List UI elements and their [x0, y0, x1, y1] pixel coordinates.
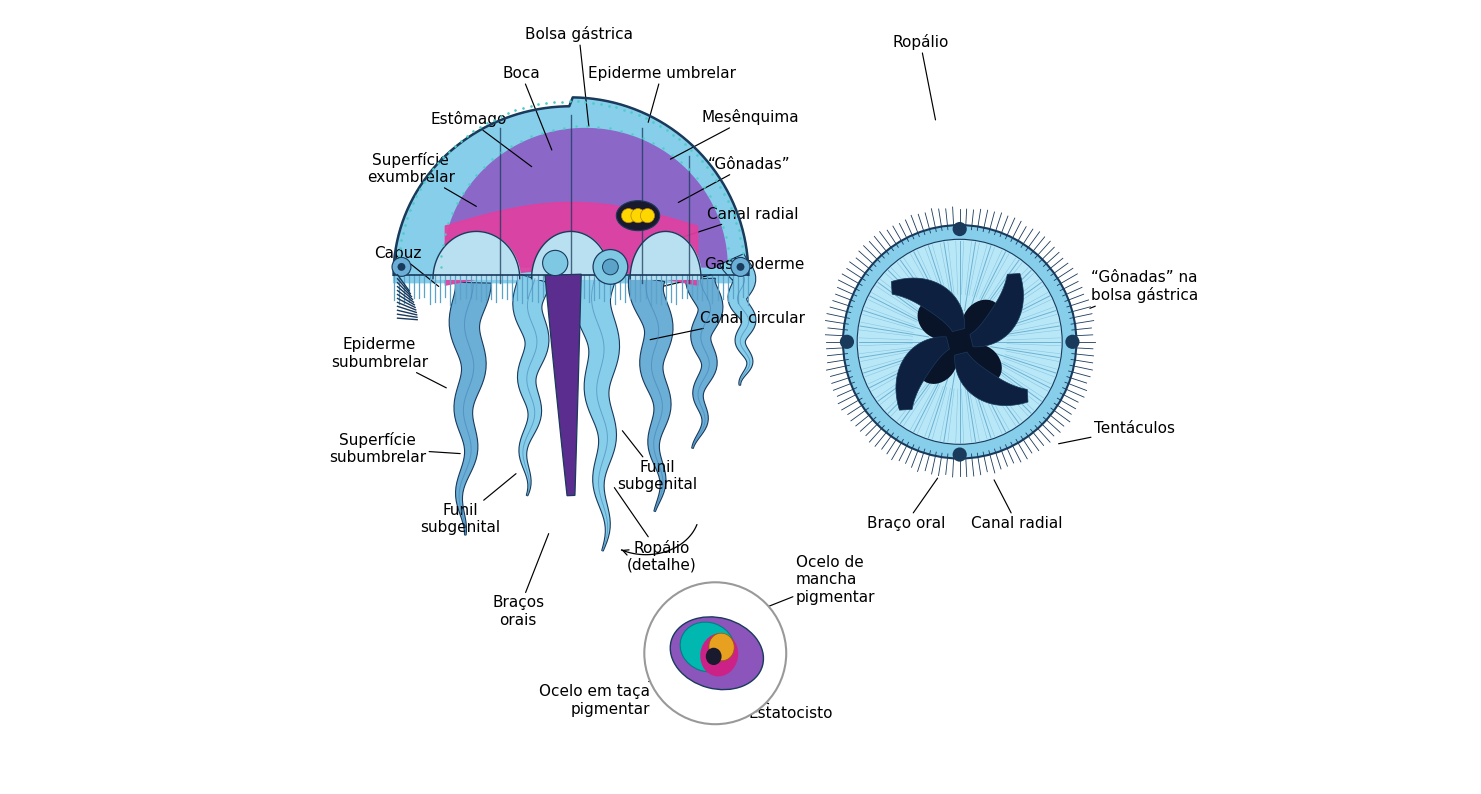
Text: Canal circular: Canal circular — [650, 310, 804, 340]
Ellipse shape — [918, 299, 957, 339]
Polygon shape — [394, 98, 748, 283]
Polygon shape — [955, 352, 1028, 406]
Circle shape — [622, 209, 635, 223]
Circle shape — [644, 582, 786, 724]
Text: “Gônadas” na
bolsa gástrica: “Gônadas” na bolsa gástrica — [1017, 270, 1198, 337]
Text: Estatocisto: Estatocisto — [726, 684, 832, 722]
Text: Funil
subgenital: Funil subgenital — [421, 474, 515, 535]
Polygon shape — [892, 278, 964, 332]
Polygon shape — [970, 273, 1023, 347]
Circle shape — [592, 249, 628, 284]
Circle shape — [392, 257, 410, 276]
Text: Mesênquima: Mesênquima — [671, 109, 798, 159]
Ellipse shape — [709, 633, 735, 661]
Text: “Gônadas”: “Gônadas” — [678, 157, 789, 202]
Ellipse shape — [616, 201, 659, 230]
Polygon shape — [449, 282, 492, 535]
Ellipse shape — [963, 299, 1001, 339]
Circle shape — [736, 263, 745, 271]
Circle shape — [631, 209, 646, 223]
Text: Braços
orais: Braços orais — [492, 534, 548, 627]
Circle shape — [825, 208, 1094, 476]
Circle shape — [603, 259, 618, 275]
Circle shape — [640, 209, 655, 223]
Text: Canal radial: Canal radial — [674, 206, 798, 240]
Text: Ropálio: Ropálio — [892, 34, 948, 120]
Ellipse shape — [963, 345, 1001, 384]
Text: Estômago: Estômago — [431, 111, 532, 167]
Text: Braço oral: Braço oral — [866, 478, 945, 530]
Circle shape — [840, 335, 855, 349]
Circle shape — [952, 222, 967, 236]
Text: Gastroderme: Gastroderme — [665, 257, 804, 286]
Ellipse shape — [706, 648, 721, 665]
Polygon shape — [512, 274, 551, 495]
Polygon shape — [628, 276, 672, 511]
Text: Ocelo em taça
pigmentar: Ocelo em taça pigmentar — [539, 668, 689, 717]
Text: Ocelo de
mancha
pigmentar: Ocelo de mancha pigmentar — [739, 555, 875, 619]
Polygon shape — [572, 274, 619, 551]
Ellipse shape — [701, 634, 738, 676]
Polygon shape — [896, 337, 949, 410]
Text: Canal radial: Canal radial — [970, 480, 1062, 530]
Circle shape — [732, 257, 749, 276]
Text: Ropálio
(detalhe): Ropálio (detalhe) — [615, 488, 696, 573]
Circle shape — [542, 250, 567, 276]
Circle shape — [843, 225, 1077, 458]
Circle shape — [1065, 335, 1080, 349]
Circle shape — [857, 239, 1062, 445]
Circle shape — [937, 320, 982, 364]
Circle shape — [397, 263, 406, 271]
Polygon shape — [686, 278, 723, 449]
Circle shape — [952, 448, 967, 461]
Text: Epiderme umbrelar: Epiderme umbrelar — [588, 66, 736, 122]
Text: Funil
subgenital: Funil subgenital — [618, 430, 698, 492]
Text: Tentáculos: Tentáculos — [1059, 421, 1174, 444]
Ellipse shape — [680, 622, 735, 672]
Polygon shape — [443, 129, 727, 267]
Text: Superfície
subumbrelar: Superfície subumbrelar — [329, 432, 461, 465]
Text: Epiderme
subumbrelar: Epiderme subumbrelar — [330, 337, 446, 387]
Ellipse shape — [918, 345, 957, 384]
Text: Boca: Boca — [502, 66, 552, 150]
Polygon shape — [720, 253, 755, 385]
Text: Capuz: Capuz — [373, 246, 438, 287]
Text: Superfície
exumbrelar: Superfície exumbrelar — [367, 152, 477, 206]
Polygon shape — [545, 274, 581, 495]
Text: Bolsa gástrica: Bolsa gástrica — [524, 26, 632, 126]
Ellipse shape — [671, 617, 763, 690]
